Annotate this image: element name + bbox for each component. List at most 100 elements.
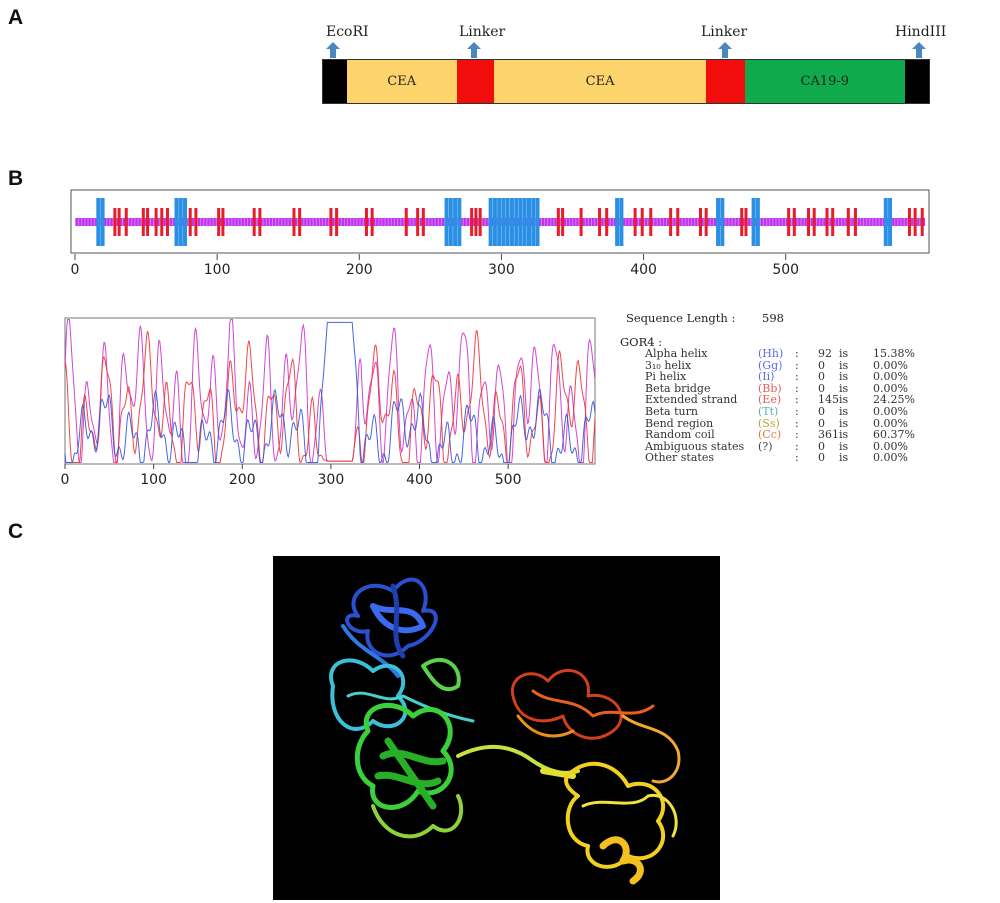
strand-mark bbox=[598, 208, 602, 236]
stat-colon: : bbox=[795, 416, 799, 430]
coil-hatch bbox=[375, 218, 377, 226]
hindiii-arrow-icon bbox=[912, 42, 926, 58]
coil-hatch bbox=[368, 218, 370, 226]
stat-pct: 0.00% bbox=[873, 451, 908, 465]
strand-mark bbox=[188, 208, 192, 236]
coil-hatch bbox=[900, 218, 902, 226]
coil-hatch bbox=[769, 218, 771, 226]
coil-hatch bbox=[653, 218, 655, 226]
coil-hatch bbox=[903, 218, 905, 226]
stat-pct: 0.00% bbox=[873, 439, 908, 453]
coil-hatch bbox=[384, 218, 386, 226]
coil-hatch bbox=[240, 218, 242, 226]
coil-hatch bbox=[916, 218, 918, 226]
coil-hatch bbox=[171, 218, 173, 226]
panel-c-label: C bbox=[8, 520, 24, 543]
coil-hatch bbox=[309, 218, 311, 226]
strand-mark bbox=[165, 208, 169, 236]
strand-mark bbox=[335, 208, 339, 236]
coil-hatch bbox=[353, 218, 355, 226]
stat-colon: : bbox=[795, 358, 799, 372]
panel-b-label: B bbox=[8, 167, 24, 190]
coil-hatch bbox=[919, 218, 921, 226]
coil-hatch bbox=[75, 218, 76, 226]
strand-mark bbox=[556, 208, 560, 236]
coil-hatch bbox=[378, 218, 380, 226]
stat-count: 145 bbox=[818, 393, 839, 407]
linker-arrow-icon-1 bbox=[467, 42, 481, 58]
coil-hatch bbox=[666, 218, 668, 226]
coil-hatch bbox=[597, 218, 599, 226]
coil-hatch bbox=[906, 218, 908, 226]
strand-mark bbox=[370, 208, 374, 236]
coil-hatch bbox=[81, 218, 83, 226]
stat-name: Random coil bbox=[645, 428, 715, 442]
coil-hatch bbox=[644, 218, 646, 226]
coil-hatch bbox=[691, 218, 693, 226]
stat-name: 3₁₀ helix bbox=[645, 358, 692, 372]
helix-mark bbox=[497, 198, 502, 246]
coil-hatch bbox=[206, 218, 208, 226]
coil-hatch bbox=[819, 218, 821, 226]
coil-hatch bbox=[797, 218, 799, 226]
stat-colon: : bbox=[795, 393, 799, 407]
coil-hatch bbox=[393, 218, 395, 226]
stat-colon: : bbox=[795, 451, 799, 465]
coil-hatch bbox=[878, 218, 880, 226]
stat-pct: 0.00% bbox=[873, 404, 908, 418]
construct-segment-cea-3: CEA bbox=[494, 60, 706, 103]
coil-hatch bbox=[737, 218, 739, 226]
coil-hatch bbox=[800, 218, 802, 226]
coil-hatch bbox=[87, 218, 89, 226]
coil-hatch bbox=[731, 218, 733, 226]
coil-hatch bbox=[434, 218, 436, 226]
coil-hatch bbox=[594, 218, 596, 226]
stat-pct: 0.00% bbox=[873, 370, 908, 384]
strand-mark bbox=[561, 208, 565, 236]
gor4-method-label: GOR4 : bbox=[620, 335, 663, 349]
coil-hatch bbox=[109, 218, 111, 226]
coil-hatch bbox=[359, 218, 361, 226]
coil-hatch bbox=[659, 218, 661, 226]
coil-hatch bbox=[728, 218, 730, 226]
stat-count: 0 bbox=[818, 404, 825, 418]
secondary-structure-track: 0 100 200 300 400 500 bbox=[70, 189, 930, 278]
helix-mark bbox=[178, 198, 183, 246]
strand-mark bbox=[669, 208, 673, 236]
strand-mark bbox=[404, 208, 408, 236]
coil-hatch bbox=[544, 218, 546, 226]
strand-mark bbox=[194, 208, 198, 236]
stat-code: (?) bbox=[758, 439, 773, 453]
coil-hatch bbox=[687, 218, 689, 226]
gor4-probability-plot: 0 100 200 300 400 500 bbox=[61, 317, 596, 488]
coil-hatch bbox=[387, 218, 389, 226]
strand-mark bbox=[470, 208, 474, 236]
coil-hatch bbox=[265, 218, 267, 226]
coil-hatch bbox=[281, 218, 283, 226]
strand-mark bbox=[217, 208, 221, 236]
coil-hatch bbox=[356, 218, 358, 226]
strand-mark bbox=[221, 208, 225, 236]
coil-hatch bbox=[462, 218, 464, 226]
strand-mark bbox=[117, 208, 121, 236]
coil-hatch bbox=[121, 218, 123, 226]
stat-is: is bbox=[839, 451, 849, 465]
coil-hatch bbox=[137, 218, 139, 226]
stat-row: Random coil (Cc): 361 is 60.37% bbox=[645, 429, 945, 441]
stat-is: is bbox=[839, 439, 849, 453]
strand-mark bbox=[787, 208, 791, 236]
stat-count: 0 bbox=[818, 358, 825, 372]
stat-is: is bbox=[839, 428, 849, 442]
coil-hatch bbox=[106, 218, 108, 226]
strand-mark bbox=[846, 208, 850, 236]
stat-pct: 60.37% bbox=[873, 428, 915, 442]
helix-mark bbox=[720, 198, 725, 246]
strand-mark bbox=[740, 208, 744, 236]
plot-tick-label: 100 bbox=[140, 472, 167, 488]
strand-mark bbox=[292, 208, 296, 236]
stat-colon: : bbox=[795, 370, 799, 384]
strand-mark bbox=[649, 208, 653, 236]
coil-hatch bbox=[350, 218, 352, 226]
strand-mark bbox=[807, 208, 811, 236]
coil-hatch bbox=[681, 218, 683, 226]
